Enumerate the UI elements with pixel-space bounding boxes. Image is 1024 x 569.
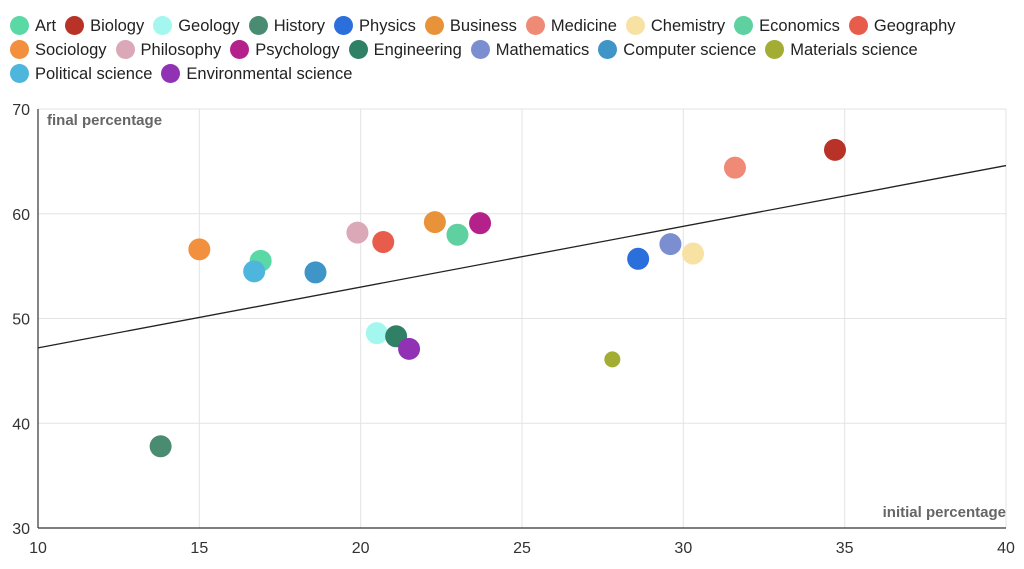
- legend-marker: [765, 40, 785, 59]
- x-tick-label: 40: [997, 540, 1015, 557]
- point-history: [149, 435, 172, 458]
- legend-item-geology[interactable]: Geology: [153, 14, 240, 38]
- y-tick-label: 60: [12, 207, 30, 224]
- grid-lines: [37, 108, 1007, 529]
- legend-marker: [248, 16, 268, 35]
- legend-marker: [115, 40, 135, 59]
- point-computer-science: [304, 261, 327, 284]
- point-economics: [446, 223, 469, 246]
- legend-label: Philosophy: [140, 41, 222, 59]
- point-environmental-science: [398, 337, 421, 360]
- legend-label: Physics: [359, 17, 416, 35]
- legend-marker: [153, 16, 173, 35]
- point-materials-science: [604, 351, 621, 368]
- data-points: [149, 138, 846, 458]
- legend-marker: [65, 16, 85, 35]
- y-tick-label: 30: [12, 521, 30, 538]
- x-tick-label: 10: [29, 540, 47, 557]
- legend-item-psychology[interactable]: Psychology: [230, 38, 340, 62]
- point-mathematics: [659, 233, 682, 256]
- legend-item-economics[interactable]: Economics: [734, 14, 840, 38]
- y-tick-label: 70: [12, 102, 30, 119]
- legend-marker: [10, 64, 29, 83]
- legend-marker: [625, 16, 645, 35]
- point-geography: [372, 231, 395, 254]
- point-chemistry: [682, 242, 705, 265]
- legend-item-geography[interactable]: Geography: [848, 14, 956, 38]
- legend-row: Art Biology Geology History Physics Business M…: [10, 14, 1015, 38]
- legend-marker: [230, 40, 250, 59]
- x-tick-label: 15: [190, 540, 208, 557]
- legend-marker: [334, 16, 354, 35]
- point-biology: [823, 138, 846, 161]
- legend-marker: [598, 40, 618, 59]
- tick-labels: 10 15 20 25 30 35 40 30 40 50 60 70: [12, 102, 1015, 557]
- legend-item-chemistry[interactable]: Chemistry: [625, 14, 726, 38]
- x-tick-label: 30: [674, 540, 692, 557]
- legend-item-computer-science[interactable]: Computer science: [598, 38, 756, 62]
- point-psychology: [469, 212, 492, 235]
- legend-marker: [424, 16, 444, 35]
- legend-item-business[interactable]: Business: [424, 14, 517, 38]
- trendline-path: [37, 164, 1007, 349]
- y-tick-label: 50: [12, 312, 30, 329]
- legend-row: Political science Environmental science: [10, 62, 1015, 86]
- point-sociology: [188, 238, 211, 261]
- legend-marker: [525, 16, 545, 35]
- legend-label: Economics: [759, 17, 840, 35]
- legend-item-environmental-science[interactable]: Environmental science: [161, 62, 352, 86]
- legend-label: Psychology: [255, 41, 340, 59]
- axes: [37, 109, 1006, 529]
- point-physics: [627, 247, 650, 270]
- legend-label: Environmental science: [186, 65, 353, 83]
- legend-label: Materials science: [790, 41, 918, 59]
- legend-item-art[interactable]: Art: [10, 14, 56, 38]
- point-philosophy: [346, 221, 369, 244]
- legend-item-political-science[interactable]: Political science: [10, 62, 152, 86]
- legend-item-engineering[interactable]: Engineering: [348, 38, 462, 62]
- chart-legend: Art Biology Geology History Physics Business M…: [10, 14, 1015, 86]
- legend-item-physics[interactable]: Physics: [334, 14, 416, 38]
- point-geology: [365, 322, 388, 345]
- legend-item-philosophy[interactable]: Philosophy: [115, 38, 222, 62]
- legend-marker: [734, 16, 754, 35]
- legend-label: Political science: [35, 65, 153, 83]
- legend-label: Geology: [178, 17, 240, 35]
- legend-label: Computer science: [623, 41, 757, 59]
- legend-item-mathematics[interactable]: Mathematics: [470, 38, 590, 62]
- legend-item-history[interactable]: History: [248, 14, 326, 38]
- legend-item-medicine[interactable]: Medicine: [525, 14, 617, 38]
- legend-label: Mathematics: [495, 41, 590, 59]
- legend-item-sociology[interactable]: Sociology: [10, 38, 107, 62]
- legend-row: Sociology Philosophy Psychology Engineering…: [10, 38, 1015, 62]
- legend-marker: [848, 16, 868, 35]
- x-tick-label: 20: [352, 540, 370, 557]
- point-political-science: [243, 260, 266, 283]
- legend-label: Medicine: [550, 17, 617, 35]
- x-tick-label: 25: [513, 540, 531, 557]
- legend-marker: [10, 40, 29, 59]
- legend-label: Business: [449, 17, 517, 35]
- legend-label: Chemistry: [650, 17, 726, 35]
- point-medicine: [723, 156, 746, 179]
- legend-item-materials-science[interactable]: Materials science: [765, 38, 918, 62]
- legend-marker: [161, 64, 181, 83]
- y-axis-label: final percentage: [47, 112, 162, 129]
- point-business: [423, 211, 446, 234]
- legend-label: Geography: [873, 17, 956, 35]
- y-tick-label: 40: [12, 416, 30, 433]
- x-tick-label: 35: [836, 540, 854, 557]
- x-axis-label: initial percentage: [883, 504, 1006, 521]
- legend-marker: [348, 40, 368, 59]
- legend-label: Sociology: [35, 41, 107, 59]
- legend-item-biology[interactable]: Biology: [65, 14, 144, 38]
- trendline: [37, 164, 1007, 349]
- legend-label: Art: [35, 17, 57, 35]
- legend-label: History: [273, 17, 326, 35]
- legend-marker: [470, 40, 490, 59]
- legend-label: Biology: [90, 17, 145, 35]
- legend-marker: [10, 16, 29, 35]
- legend-label: Engineering: [373, 41, 462, 59]
